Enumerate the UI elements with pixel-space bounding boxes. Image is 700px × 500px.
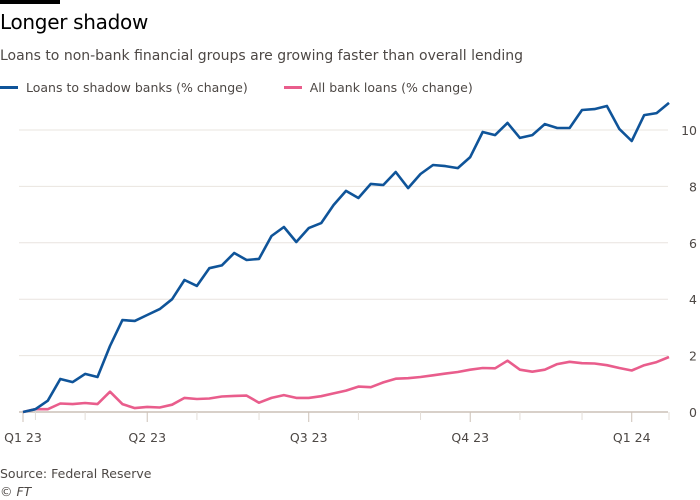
y-tick-label: 8 — [689, 179, 697, 194]
series-line-shadow-banks — [22, 101, 670, 414]
legend-label: Loans to shadow banks (% change) — [26, 80, 248, 95]
copyright-note: © FT — [0, 484, 32, 499]
legend-swatch — [0, 86, 18, 89]
y-tick-label: 10 — [681, 123, 697, 138]
source-note: Source: Federal Reserve — [0, 466, 152, 481]
chart-subtitle: Loans to non-bank financial groups are g… — [0, 48, 523, 64]
legend-swatch — [283, 86, 302, 89]
legend: Loans to shadow banks (% change) All ban… — [0, 80, 473, 95]
legend-item-all-bank-loans: All bank loans (% change) — [283, 80, 473, 95]
x-tick-label: Q1 24 — [613, 430, 651, 445]
ft-brand-bar — [0, 0, 60, 4]
x-tick-label: Q1 23 — [4, 430, 42, 445]
legend-item-shadow-banks: Loans to shadow banks (% change) — [0, 80, 248, 95]
x-tick-label: Q4 23 — [451, 430, 489, 445]
y-tick-label: 2 — [689, 349, 697, 364]
x-tick-label: Q3 23 — [290, 430, 328, 445]
chart-title: Longer shadow — [0, 10, 149, 34]
x-tick-label: Q2 23 — [128, 430, 166, 445]
y-tick-label: 4 — [689, 292, 697, 307]
y-tick-label: 0 — [689, 405, 697, 420]
series-line-all-bank-loans — [22, 355, 670, 414]
y-tick-label: 6 — [689, 236, 697, 251]
legend-label: All bank loans (% change) — [309, 80, 473, 95]
